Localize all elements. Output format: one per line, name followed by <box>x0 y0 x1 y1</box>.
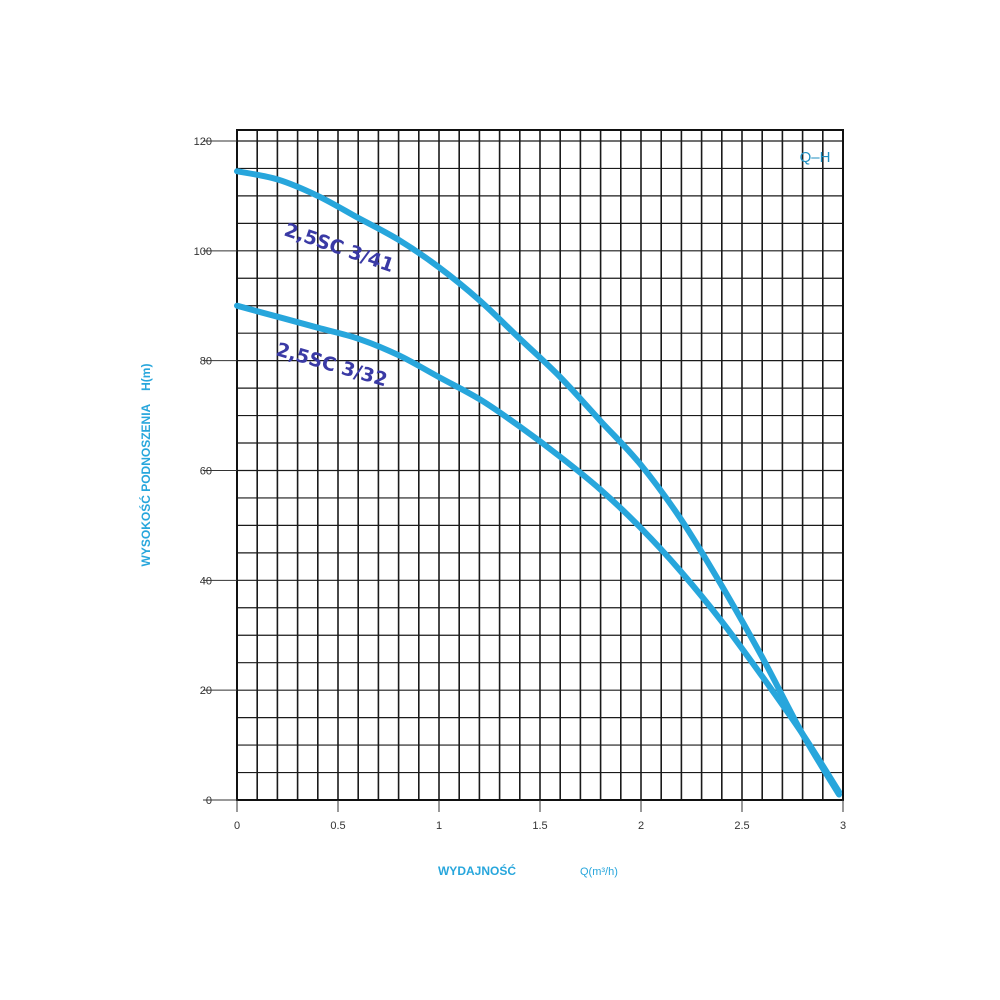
y-axis-label: WYSOKOŚĆ PODNOSZENIA <box>138 403 153 566</box>
y-axis-unit: H(m) <box>139 364 153 391</box>
x-tick-label: 2.5 <box>734 820 749 832</box>
x-axis-title: WYDAJNOŚĆ Q(m³/h) <box>438 863 618 878</box>
series-line-3-32 <box>234 302 842 795</box>
x-tick-label: 2 <box>638 820 644 832</box>
x-axis-unit: Q(m³/h) <box>580 866 618 878</box>
series-layer <box>234 168 842 798</box>
x-axis-label: WYDAJNOŚĆ <box>438 863 516 878</box>
y-tick-label: 40 <box>200 575 212 587</box>
x-tick-label: 3 <box>840 820 846 832</box>
y-tick-label: 20 <box>200 685 212 697</box>
grid-major <box>237 140 843 774</box>
x-axis-ticks: 0 0.5 1 1.5 2 2.5 3 <box>234 800 846 832</box>
y-tick-label: 100 <box>194 246 212 258</box>
y-tick-label: 60 <box>200 465 212 477</box>
y-axis-ticks: 0 20 40 60 80 100 120 <box>194 136 237 807</box>
x-tick-label: 0 <box>234 820 240 832</box>
y-axis-title: WYSOKOŚĆ PODNOSZENIA H(m) <box>138 364 153 567</box>
y-tick-label: 0 <box>206 795 212 807</box>
x-tick-label: 0.5 <box>330 820 345 832</box>
y-tick-label: 80 <box>200 356 212 368</box>
y-tick-label: 120 <box>194 136 212 148</box>
grid-minor <box>256 130 824 800</box>
series-line-3-41 <box>234 168 842 798</box>
x-tick-label: 1 <box>436 820 442 832</box>
x-tick-label: 1.5 <box>532 820 547 832</box>
corner-label: Q–H <box>800 149 831 166</box>
svg-text:WYSOKOŚĆ PODNOSZENIA H(m: WYSOKOŚĆ PODNOSZENIA H(m) <box>138 364 153 567</box>
